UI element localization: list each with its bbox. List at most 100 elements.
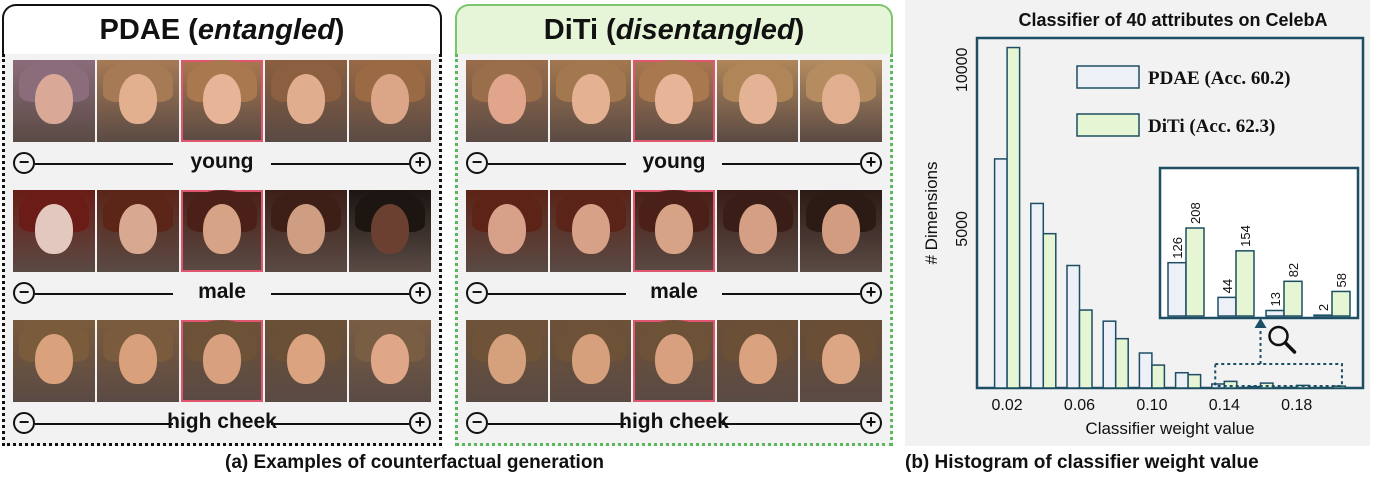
face-strip	[466, 60, 882, 142]
face-shape	[203, 204, 241, 254]
counterfactual-face-image	[466, 190, 548, 272]
inset-bar-pdae	[1167, 261, 1187, 317]
face-shape	[371, 74, 409, 124]
y-tick-label: 5000	[954, 211, 971, 247]
bar-diti	[1223, 380, 1238, 389]
legend-swatch-pdae	[1076, 65, 1140, 89]
attribute-slider: − high cheek +	[466, 408, 882, 438]
legend-swatch-diti	[1076, 113, 1140, 137]
attribute-label: young	[190, 150, 254, 173]
plot-frame	[975, 36, 1365, 390]
counterfactual-face-image	[716, 190, 799, 272]
counterfactual-face-image	[349, 190, 431, 272]
face-shape	[571, 74, 610, 124]
face-shape	[488, 74, 526, 124]
original-face-image	[633, 60, 715, 142]
histogram-chart: Classifier of 40 attributes on CelebA 500…	[905, 0, 1370, 446]
inset-bar-diti	[1331, 290, 1351, 317]
x-tick-label: 0.18	[1281, 397, 1312, 414]
inset-bar-pdae	[1217, 296, 1237, 317]
face-shape	[203, 74, 241, 124]
counterfactual-face-image	[97, 190, 179, 272]
bar-pdae	[1102, 320, 1117, 389]
bar-pdae	[1174, 371, 1189, 389]
counterfactual-face-image	[349, 320, 431, 402]
inset-label-diti: 82	[1286, 263, 1301, 277]
counterfactual-face-image	[265, 190, 347, 272]
diti-panel-body: − young + − male + − high cheek +	[455, 54, 893, 446]
bar-pdae	[1030, 202, 1045, 389]
slider-line-left	[488, 163, 626, 165]
face-shape	[738, 204, 777, 254]
slider-line-left	[35, 163, 173, 165]
counterfactual-face-image	[800, 320, 882, 402]
minus-circle-icon: −	[466, 412, 488, 434]
face-shape	[287, 74, 325, 124]
inset-bar-diti	[1185, 227, 1205, 317]
face-strip	[13, 320, 431, 402]
counterfactual-face-image	[97, 60, 179, 142]
inset-bar-pdae	[1265, 309, 1285, 317]
counterfactual-face-image	[716, 320, 799, 402]
attribute-slider: − high cheek +	[13, 408, 431, 438]
counterfactual-face-image	[800, 60, 882, 142]
face-strip	[466, 320, 882, 402]
counterfactual-face-image	[549, 60, 632, 142]
caption-b: (b) Histogram of classifier weight value	[905, 452, 1259, 473]
slider-line-right	[271, 423, 409, 425]
bar-pdae	[1138, 352, 1153, 389]
face-shape	[738, 74, 777, 124]
face-shape	[822, 334, 861, 384]
plus-circle-icon: +	[860, 282, 882, 304]
attribute-row: − male +	[466, 190, 882, 316]
face-strip	[13, 190, 431, 272]
original-face-image	[181, 320, 263, 402]
face-strip	[466, 190, 882, 272]
x-tick-label: 0.10	[1136, 397, 1167, 414]
caption-a: (a) Examples of counterfactual generatio…	[225, 452, 605, 473]
attribute-row: − young +	[13, 60, 431, 186]
bar-diti	[1006, 46, 1021, 389]
inset-label-pdae: 13	[1268, 292, 1283, 306]
counterfactual-face-image	[13, 60, 95, 142]
y-axis-label: # Dimensions	[922, 162, 941, 265]
bar-diti	[1042, 232, 1057, 389]
attribute-row: − young +	[466, 60, 882, 186]
legend-label-diti: DiTi (Acc. 62.3)	[1148, 116, 1275, 137]
face-shape	[287, 334, 325, 384]
counterfactual-face-image	[716, 60, 799, 142]
counterfactual-face-image	[97, 320, 179, 402]
face-shape	[371, 204, 409, 254]
pdae-panel-header: PDAE (entangled)	[2, 4, 442, 56]
attribute-row: − high cheek +	[13, 320, 431, 446]
face-shape	[655, 204, 694, 254]
zoom-arrow-head	[1254, 318, 1267, 328]
bar-diti	[1114, 337, 1129, 389]
counterfactual-face-image	[466, 60, 548, 142]
histogram-svg: Classifier of 40 attributes on CelebA 500…	[922, 10, 1365, 438]
face-shape	[35, 74, 73, 124]
slider-line-left	[35, 423, 173, 425]
zoom-region	[1214, 363, 1343, 387]
slider-line-right	[271, 293, 409, 295]
counterfactual-face-image	[265, 320, 347, 402]
face-shape	[203, 334, 241, 384]
inset-label-pdae: 2	[1316, 304, 1331, 311]
face-shape	[822, 204, 861, 254]
minus-circle-icon: −	[13, 412, 35, 434]
bar-pdae	[993, 158, 1008, 389]
x-tick-label: 0.06	[1064, 397, 1095, 414]
inset-label-diti: 208	[1188, 202, 1203, 224]
slider-line-right	[722, 423, 860, 425]
x-axis-label: Classifier weight value	[1085, 419, 1254, 438]
diti-panel-title: DiTi (disentangled)	[543, 14, 805, 46]
magnifier-icon	[1268, 325, 1289, 347]
face-shape	[822, 74, 861, 124]
inset-label-diti: 58	[1334, 273, 1349, 287]
x-tick-label: 0.02	[992, 397, 1023, 414]
diti-panel: DiTi (disentangled) − young + − male + − high c…	[455, 4, 893, 446]
original-face-image	[181, 190, 263, 272]
magnifier-handle-icon	[1283, 341, 1297, 354]
slider-line-left	[488, 293, 626, 295]
attribute-row: − male +	[13, 190, 431, 316]
